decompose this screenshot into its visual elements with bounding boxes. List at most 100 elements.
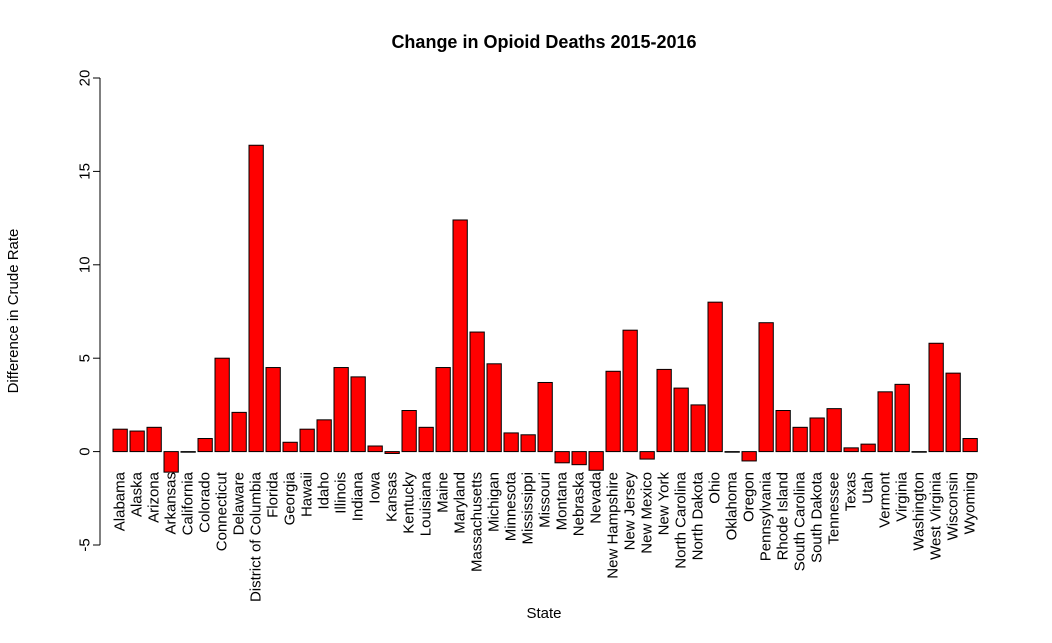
bar <box>860 443 876 453</box>
bar <box>826 408 842 453</box>
x-tick-label: Massachusetts <box>469 472 486 572</box>
bar <box>571 451 587 466</box>
x-tick-label: Nebraska <box>571 471 588 536</box>
x-tick-label: Iowa <box>367 471 384 503</box>
x-tick-label: West Virginia <box>928 471 945 559</box>
x-tick-label: New Hampshire <box>605 472 622 579</box>
bar <box>112 428 128 453</box>
bar <box>214 357 230 453</box>
x-tick-label: Virginia <box>894 471 911 521</box>
y-axis: -5 0 5 10 15 20 <box>77 70 101 552</box>
bar <box>724 451 740 453</box>
x-tick-label: Pennsylvania <box>758 471 775 561</box>
x-tick-label: New York <box>656 472 673 536</box>
x-tick-label: New Jersey <box>622 472 639 551</box>
x-tick-label: Alaska <box>129 471 146 517</box>
x-tick-label: Michigan <box>486 472 503 532</box>
bar <box>962 438 978 453</box>
bar <box>639 451 655 460</box>
x-tick-label: Illinois <box>333 472 350 514</box>
y-tick-label: 5 <box>77 354 94 362</box>
bar <box>792 426 808 453</box>
x-tick-label: South Dakota <box>809 471 826 563</box>
bar <box>418 426 434 453</box>
x-tick-label: Ohio <box>707 472 724 504</box>
bar <box>469 331 485 453</box>
bar <box>809 417 825 453</box>
x-tick-label: Maine <box>435 472 452 513</box>
bar <box>401 410 417 453</box>
bar <box>265 367 281 453</box>
bar <box>231 411 247 453</box>
y-axis-label: Difference in Crude Rate <box>5 229 22 394</box>
x-tick-label: Arkansas <box>163 472 180 535</box>
bar <box>299 428 315 453</box>
bar <box>843 447 859 453</box>
x-tick-label: Wisconsin <box>945 472 962 540</box>
x-tick-label: Wyoming <box>962 472 979 534</box>
x-tick-label: Oklahoma <box>724 471 741 540</box>
bar <box>928 342 944 453</box>
bar <box>588 451 604 471</box>
x-tick-label: Kentucky <box>401 472 418 534</box>
x-tick-label: Louisiana <box>418 471 435 536</box>
bar <box>520 434 536 453</box>
bar <box>911 451 927 453</box>
y-tick-label: 15 <box>77 163 94 180</box>
bar <box>707 301 723 453</box>
x-tick-label: Washington <box>911 472 928 551</box>
x-tick-label: Alabama <box>112 471 129 531</box>
y-tick-label: 0 <box>77 447 94 455</box>
x-tick-label: Arizona <box>146 471 163 523</box>
bar <box>741 451 757 462</box>
x-tick-label: Georgia <box>282 471 299 525</box>
bar <box>180 451 196 453</box>
bar <box>129 430 145 453</box>
y-tick-label: 10 <box>77 256 94 273</box>
bar <box>775 410 791 453</box>
x-tick-label: California <box>180 471 197 535</box>
bar <box>537 381 553 453</box>
bar <box>877 391 893 453</box>
x-tick-label: Delaware <box>231 472 248 535</box>
bar <box>282 441 298 453</box>
x-tick-label: Idaho <box>316 472 333 510</box>
x-tick-label: Montana <box>554 471 571 530</box>
category-labels-group: Alabama Alaska Arizona Arkansas California Co… <box>112 471 979 602</box>
bar <box>673 387 689 453</box>
x-tick-label: Kansas <box>384 472 401 522</box>
bar <box>894 383 910 453</box>
x-tick-label: North Carolina <box>673 471 690 568</box>
y-tick-label: 20 <box>77 70 94 87</box>
bar <box>163 451 179 473</box>
bar <box>503 432 519 453</box>
x-tick-label: Vermont <box>877 471 894 528</box>
bar <box>486 363 502 453</box>
x-tick-label: Tennessee <box>826 472 843 545</box>
bar <box>945 372 961 453</box>
bar <box>554 451 570 464</box>
bar <box>622 329 638 453</box>
x-axis-label: State <box>526 605 561 622</box>
bar <box>452 219 468 453</box>
x-tick-label: Texas <box>843 472 860 511</box>
bar <box>146 426 162 453</box>
x-tick-label: Minnesota <box>503 471 520 541</box>
bar <box>656 368 672 453</box>
bar <box>384 451 400 454</box>
bar <box>690 404 706 453</box>
x-tick-label: South Carolina <box>792 471 809 571</box>
x-tick-label: Colorado <box>197 472 214 533</box>
x-tick-label: Rhode Island <box>775 472 792 560</box>
x-tick-label: District of Columbia <box>248 471 265 602</box>
bar <box>435 367 451 453</box>
x-tick-label: Missouri <box>537 472 554 528</box>
bar <box>350 376 366 453</box>
x-tick-label: Connecticut <box>214 471 231 551</box>
x-tick-label: Florida <box>265 471 282 518</box>
chart-title: Change in Opioid Deaths 2015-2016 <box>391 32 696 52</box>
bars-group <box>112 144 978 473</box>
x-tick-label: Oregon <box>741 472 758 522</box>
y-tick-label: -5 <box>77 538 94 551</box>
